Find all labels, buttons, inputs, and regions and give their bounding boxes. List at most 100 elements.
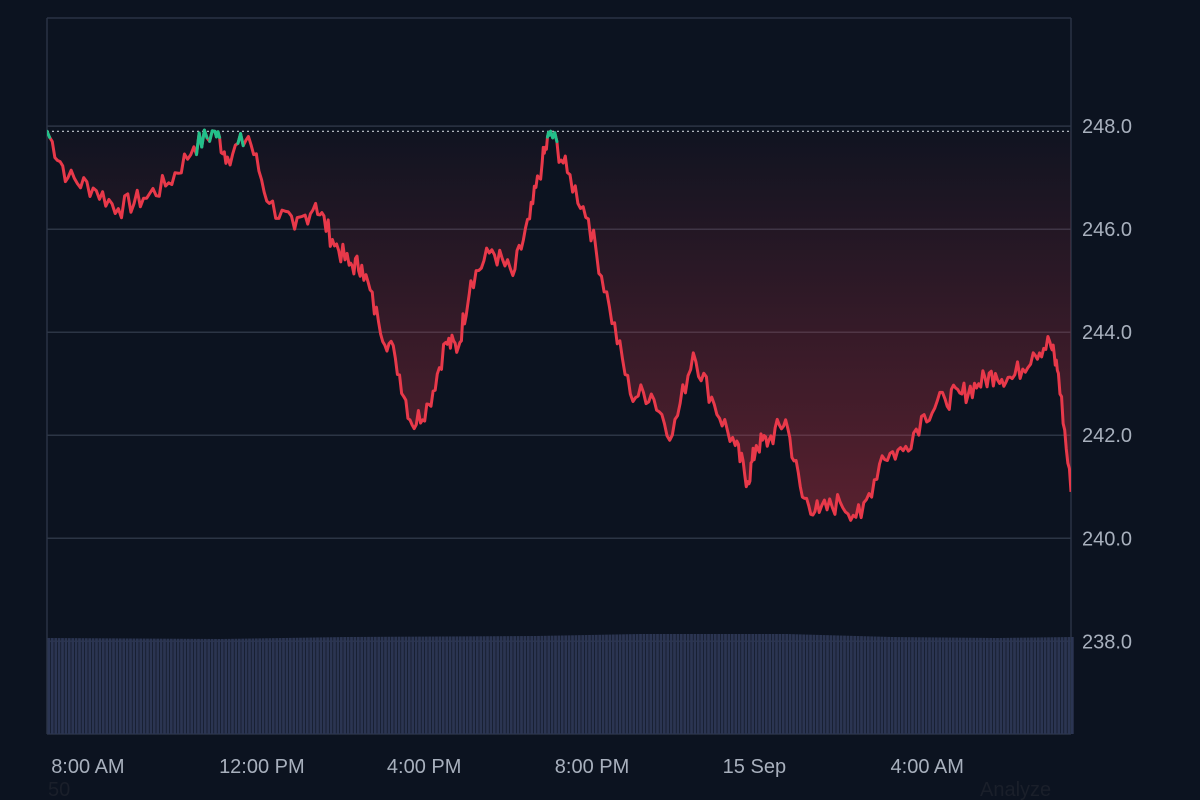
volume-bar: [363, 636, 367, 734]
volume-bar: [139, 638, 143, 734]
volume-bar: [890, 637, 894, 734]
volume-bar: [934, 637, 938, 734]
analyze-button[interactable]: Analyze: [980, 779, 1052, 800]
volume-bar: [798, 634, 802, 734]
volume-bar: [907, 637, 911, 734]
volume-bar: [1040, 637, 1044, 734]
volume-bar: [540, 635, 544, 734]
volume-bar: [326, 637, 330, 734]
volume-bar: [958, 637, 962, 734]
volume-bar: [108, 638, 112, 734]
volume-bar: [550, 635, 554, 734]
volume-bar: [237, 638, 241, 734]
volume-bar: [754, 634, 758, 734]
volume-bar: [465, 636, 469, 734]
volume-bar: [761, 634, 765, 734]
volume-bar: [122, 638, 126, 734]
volume-bar: [792, 634, 795, 734]
price-area: [47, 131, 1071, 521]
volume-bar: [666, 634, 670, 734]
volume-bar: [744, 634, 748, 734]
volume-bar: [390, 636, 394, 734]
volume-bar: [322, 637, 326, 734]
volume-bar: [805, 634, 809, 734]
volume-bar: [112, 638, 115, 734]
volume-bar: [333, 637, 336, 734]
x-tick-label: 8:00 AM: [51, 756, 124, 778]
volume-bar: [887, 636, 891, 734]
volume-bar: [95, 638, 98, 734]
volume-bar: [900, 637, 904, 734]
volume-bar: [261, 638, 265, 734]
volume-bar: [217, 638, 221, 734]
volume-bar: [645, 634, 649, 734]
volume-bar: [475, 636, 479, 734]
volume-bar: [380, 636, 384, 734]
volume-bar: [1023, 637, 1027, 734]
volume-bar: [982, 637, 986, 734]
volume-bar: [231, 638, 234, 734]
volume-bar: [717, 634, 721, 734]
volume-bars: [47, 634, 1074, 734]
volume-bar: [591, 634, 595, 734]
volume-bar: [152, 638, 156, 734]
volume-bar: [894, 637, 897, 734]
volume-bar: [346, 636, 350, 734]
volume-bar: [989, 637, 993, 734]
volume-bar: [523, 636, 527, 734]
volume-bar: [1053, 637, 1057, 734]
y-tick-label: 240.0: [1082, 528, 1132, 550]
volume-bar: [244, 638, 248, 734]
footer-left-label: 50: [48, 779, 71, 800]
y-tick-label: 246.0: [1082, 219, 1132, 241]
volume-bar: [775, 634, 778, 734]
volume-bar: [771, 634, 775, 734]
volume-bar: [737, 634, 741, 734]
volume-bar: [472, 636, 476, 734]
volume-bar: [394, 636, 398, 734]
volume-bar: [319, 637, 323, 734]
volume-bar: [924, 637, 928, 734]
volume-bar: [693, 634, 697, 734]
volume-bar: [951, 637, 955, 734]
volume-bar: [710, 634, 714, 734]
price-line[interactable]: [47, 128, 1071, 522]
volume-bar: [197, 638, 200, 734]
volume-bar: [309, 637, 313, 734]
volume-bar: [336, 637, 340, 734]
volume-bar: [1006, 637, 1010, 734]
x-tick-label: 12:00 PM: [219, 756, 305, 778]
x-tick-label: 4:00 PM: [387, 756, 461, 778]
y-axis-ticks: 248.0 246.0 244.0 242.0 240.0 238.0: [1082, 116, 1132, 653]
volume-bar: [945, 637, 948, 734]
volume-bar: [662, 634, 666, 734]
volume-bar: [455, 636, 459, 734]
volume-bar: [608, 634, 612, 734]
volume-bar: [1033, 637, 1037, 734]
y-tick-label: 242.0: [1082, 425, 1132, 447]
volume-bar: [387, 636, 391, 734]
volume-bar: [299, 637, 302, 734]
volume-bar: [503, 636, 506, 734]
volume-bar: [1043, 637, 1047, 734]
price-line-path: [47, 128, 1071, 522]
volume-bar: [278, 638, 282, 734]
volume-bar: [642, 634, 646, 734]
volume-bar: [822, 635, 826, 734]
volume-bar: [707, 634, 710, 734]
volume-bar: [1026, 637, 1030, 734]
volume-bar: [543, 635, 547, 734]
volume-bar: [611, 634, 615, 734]
volume-bar: [180, 638, 183, 734]
volume-bar: [734, 634, 738, 734]
volume-bar: [537, 635, 540, 734]
volume-bar: [1002, 637, 1006, 734]
y-tick-label: 238.0: [1082, 631, 1132, 653]
volume-bar: [968, 637, 972, 734]
volume-bar: [747, 634, 751, 734]
volume-bar: [169, 638, 173, 734]
volume-bar: [125, 638, 129, 734]
volume-bar: [173, 638, 177, 734]
volume-bar: [234, 638, 238, 734]
